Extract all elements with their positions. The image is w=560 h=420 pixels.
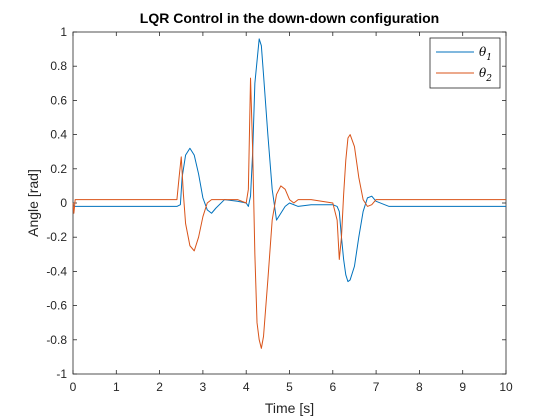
x-tick-label: 9 xyxy=(459,380,466,394)
y-tick-label: 0.6 xyxy=(50,93,67,107)
x-tick-label: 0 xyxy=(70,380,77,394)
y-tick-label: -0.4 xyxy=(46,264,67,278)
y-tick-label: 1 xyxy=(60,25,67,39)
y-tick-label: 0.2 xyxy=(50,162,67,176)
y-tick-label: 0.4 xyxy=(50,128,67,142)
legend-label-base: θ xyxy=(479,45,487,59)
y-tick-label: 0 xyxy=(60,196,67,210)
x-tick-label: 10 xyxy=(499,380,513,394)
series-line-theta2 xyxy=(72,77,506,349)
legend-label-subscript: 2 xyxy=(485,74,492,84)
y-tick-label: -0.2 xyxy=(46,230,67,244)
x-tick-label: 4 xyxy=(243,380,250,394)
series-line-theta1 xyxy=(72,38,506,283)
x-tick-label: 2 xyxy=(156,380,163,394)
y-tick-label: 0.8 xyxy=(50,59,67,73)
x-tick-label: 7 xyxy=(373,380,380,394)
y-tick-label: -0.8 xyxy=(46,333,67,347)
series-layer xyxy=(72,38,506,349)
x-tick-label: 3 xyxy=(200,380,207,394)
legend-label-base: θ xyxy=(479,66,487,80)
y-axis-label: Angle [rad] xyxy=(25,169,41,237)
x-tick-label: 6 xyxy=(329,380,336,394)
x-tick-label: 5 xyxy=(286,380,293,394)
legend-box xyxy=(429,37,501,89)
chart-title: LQR Control in the down-down configurati… xyxy=(140,10,439,26)
y-tick-label: -1 xyxy=(56,367,67,381)
x-axis-label: Time [s] xyxy=(265,400,314,416)
legend-label-subscript: 1 xyxy=(486,53,492,63)
x-tick-label: 1 xyxy=(113,380,120,394)
x-tick-label: 8 xyxy=(416,380,423,394)
tick-layer: 0 1 2 3 4 5 6 7 8 9 10 -1 -0.8 -0.6 -0.4 -0.2 0 0.2 0.4 0.6… xyxy=(46,25,513,394)
legend-label-theta1: θ1 xyxy=(479,45,492,63)
legend-label-theta2: θ2 xyxy=(479,66,492,84)
y-tick-label: -0.6 xyxy=(46,299,67,313)
